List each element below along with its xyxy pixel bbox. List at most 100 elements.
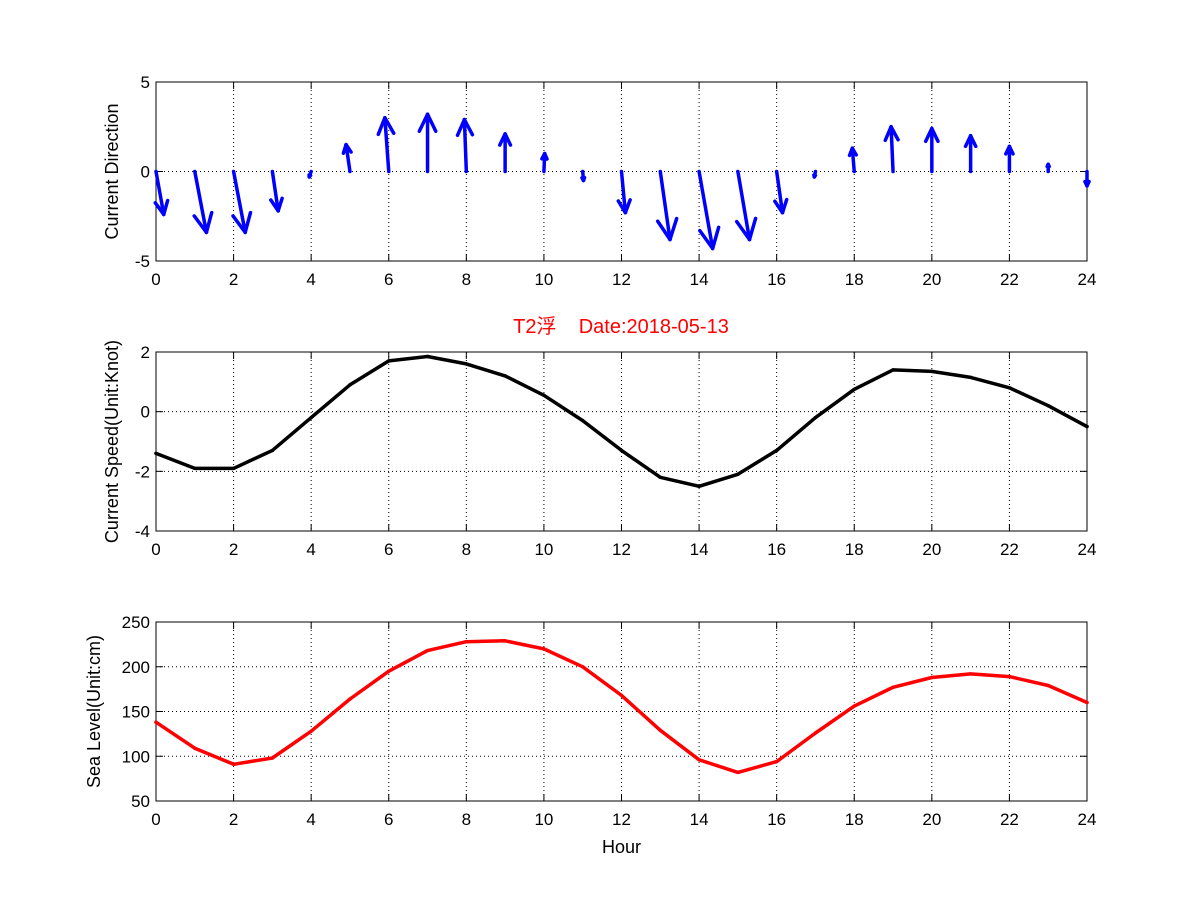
- current-arrow: [883, 125, 900, 174]
- arrow-head: [204, 210, 214, 235]
- x-tick-label: 18: [845, 810, 864, 829]
- current-arrow: [697, 169, 721, 251]
- data-point: [464, 362, 469, 366]
- data-point: [193, 746, 197, 750]
- arrow-head: [889, 125, 900, 142]
- y-tick-label: 2: [141, 343, 150, 362]
- y-tick-label: -4: [135, 522, 150, 541]
- x-tick-label: 16: [767, 270, 786, 289]
- x-tick-label: 14: [690, 270, 709, 289]
- current-arrow: [540, 151, 549, 174]
- arrow-shaft: [697, 169, 715, 251]
- data-point: [542, 647, 546, 651]
- x-tick-label: 6: [384, 270, 393, 289]
- current-arrow: [417, 112, 438, 174]
- y-tick-label: 200: [122, 658, 150, 677]
- x-tick-label: 6: [384, 540, 393, 559]
- data-point: [852, 704, 856, 708]
- data-point: [968, 375, 973, 380]
- x-tick-label: 10: [534, 270, 553, 289]
- data-point: [658, 475, 662, 479]
- figure-title: T2浮 Date:2018-05-13: [513, 315, 729, 338]
- x-tick-label: 0: [151, 540, 160, 559]
- x-tick-label: 16: [767, 810, 786, 829]
- arrow-head: [1085, 179, 1091, 188]
- x-tick-label: 14: [690, 810, 709, 829]
- arrow-head: [668, 216, 679, 242]
- x-tick-label: 6: [384, 810, 393, 829]
- arrow-head: [425, 112, 438, 133]
- data-point: [1085, 424, 1089, 429]
- current-arrow: [192, 169, 214, 235]
- y-tick-label: 0: [141, 163, 150, 182]
- arrow-shaft: [344, 142, 352, 174]
- arrow-head: [616, 199, 628, 215]
- data-point: [697, 758, 701, 762]
- current-arrow: [655, 169, 679, 242]
- current-arrow: [269, 169, 284, 213]
- data-point: [930, 369, 934, 374]
- data-point: [425, 648, 430, 653]
- data-point: [1046, 404, 1050, 408]
- data-point: [348, 383, 352, 387]
- current-arrow: [847, 146, 858, 174]
- arrow-head: [698, 228, 715, 251]
- data-point: [231, 466, 236, 471]
- data-point: [1007, 386, 1012, 390]
- y-tick-label: -5: [135, 252, 150, 271]
- x-tick-label: 24: [1078, 810, 1097, 829]
- data-point: [581, 665, 585, 669]
- x-tick-label: 2: [229, 270, 238, 289]
- data-point: [736, 472, 740, 477]
- data-point: [813, 731, 818, 735]
- x-tick-label: 16: [767, 540, 786, 559]
- data-point: [309, 415, 313, 420]
- arrow-head: [1045, 162, 1050, 169]
- arrow-head: [963, 133, 973, 149]
- x-tick-label: 20: [922, 270, 941, 289]
- y-axis-label: Sea Level(Unit:cm): [84, 635, 104, 788]
- arrow-head: [231, 214, 247, 235]
- current-arrow: [923, 126, 940, 174]
- arrow-shaft: [736, 169, 752, 242]
- arrow-shaft: [383, 116, 391, 174]
- x-tick-label: 22: [1000, 540, 1019, 559]
- x-tick-label: 8: [462, 540, 471, 559]
- arrow-head: [734, 219, 752, 242]
- data-point: [542, 393, 546, 397]
- x-tick-label: 18: [845, 270, 864, 289]
- arrow-head: [276, 196, 284, 213]
- arrow-head: [1004, 144, 1012, 156]
- arrow-head: [655, 219, 672, 242]
- arrow-head: [883, 125, 893, 143]
- current-arrow: [1083, 169, 1091, 188]
- y-tick-label: -2: [135, 462, 150, 481]
- current-arrow: [307, 169, 313, 179]
- arrow-head: [192, 214, 209, 235]
- x-tick-label: 8: [462, 270, 471, 289]
- data-point: [193, 466, 197, 471]
- x-tick-label: 20: [922, 810, 941, 829]
- data-point: [1085, 700, 1089, 705]
- arrow-head: [623, 198, 632, 215]
- x-tick-label: 24: [1078, 540, 1097, 559]
- y-axis-label: Current Speed(Unit:Knot): [102, 340, 122, 543]
- y-tick-label: 0: [141, 403, 150, 422]
- arrow-shaft: [231, 169, 247, 235]
- x-tick-label: 4: [306, 810, 315, 829]
- arrow-head: [307, 173, 313, 179]
- x-tick-label: 0: [151, 810, 160, 829]
- current-arrow: [734, 169, 758, 242]
- data-point: [581, 418, 585, 423]
- x-tick-label: 12: [612, 270, 631, 289]
- current-arrow: [455, 117, 475, 174]
- y-tick-label: 250: [122, 613, 150, 632]
- data-point: [309, 729, 313, 733]
- x-axis-label: Hour: [602, 837, 641, 857]
- y-tick-label: 5: [141, 73, 150, 92]
- arrow-shaft: [774, 169, 785, 215]
- arrow-head: [383, 116, 396, 135]
- data-point: [270, 756, 275, 760]
